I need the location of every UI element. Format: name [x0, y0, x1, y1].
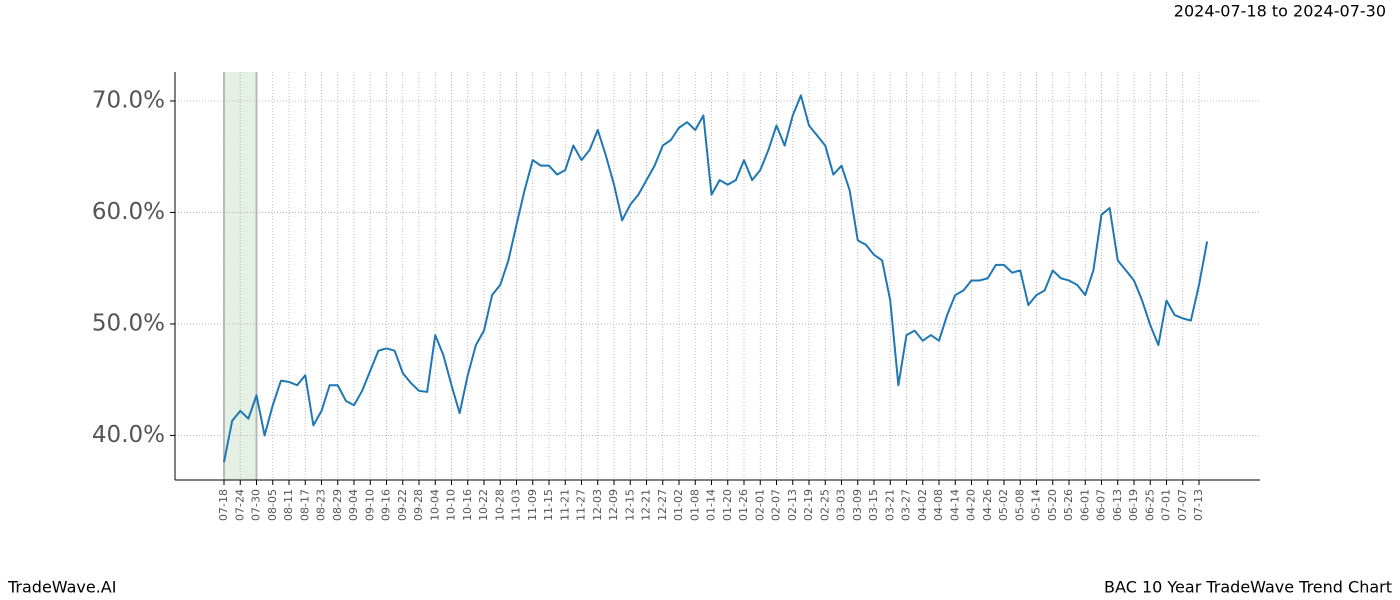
x-tick-label: 11-09	[526, 489, 539, 521]
x-tick-label: 05-02	[997, 489, 1010, 521]
x-tick-label: 10-28	[493, 489, 506, 521]
y-tick-label: 40.0%	[92, 422, 165, 448]
x-tick-label: 11-27	[575, 489, 588, 521]
x-tick-label: 06-13	[1111, 489, 1124, 521]
x-tick-label: 09-16	[380, 489, 393, 521]
x-tick-label: 01-20	[721, 489, 734, 521]
x-tick-label: 12-15	[623, 489, 636, 521]
footer-left: TradeWave.AI	[7, 578, 116, 597]
x-tick-label: 01-26	[737, 489, 750, 521]
x-tick-label: 03-21	[883, 489, 896, 521]
x-tick-label: 07-01	[1160, 489, 1173, 521]
x-tick-label: 11-15	[542, 489, 555, 521]
footer-right: BAC 10 Year TradeWave Trend Chart	[1104, 578, 1392, 597]
x-tick-label: 07-24	[233, 489, 246, 521]
x-tick-label: 04-20	[965, 489, 978, 521]
x-tick-label: 07-30	[250, 489, 263, 521]
x-tick-label: 12-09	[607, 489, 620, 521]
x-tick-label: 10-10	[445, 489, 458, 521]
x-tick-label: 04-26	[981, 489, 994, 521]
x-tick-label: 06-19	[1127, 489, 1140, 521]
x-tick-label: 02-01	[753, 489, 766, 521]
x-tick-label: 02-25	[818, 489, 831, 521]
x-tick-label: 12-21	[640, 489, 653, 521]
x-tick-label: 08-23	[315, 489, 328, 521]
x-tick-label: 12-03	[591, 489, 604, 521]
x-tick-label: 07-18	[217, 489, 230, 521]
x-tick-label: 07-07	[1176, 489, 1189, 521]
x-tick-label: 08-05	[266, 489, 279, 521]
x-tick-label: 04-02	[916, 489, 929, 521]
x-tick-label: 01-08	[688, 489, 701, 521]
x-tick-label: 09-04	[347, 489, 360, 521]
x-tick-label: 09-10	[363, 489, 376, 521]
x-tick-label: 10-22	[477, 489, 490, 521]
x-tick-label: 07-13	[1192, 489, 1205, 521]
x-tick-label: 03-03	[835, 489, 848, 521]
x-tick-label: 11-03	[510, 489, 523, 521]
x-tick-label: 03-27	[900, 489, 913, 521]
x-tick-label: 05-08	[1013, 489, 1026, 521]
y-tick-label: 60.0%	[92, 199, 165, 225]
trend-line	[223, 94, 1209, 463]
x-tick-label: 01-14	[705, 489, 718, 521]
x-tick-label: 04-14	[948, 489, 961, 521]
x-tick-label: 02-07	[770, 489, 783, 521]
y-tick-label: 70.0%	[92, 87, 165, 113]
x-tick-label: 05-26	[1062, 489, 1075, 521]
x-tick-label: 09-22	[396, 489, 409, 521]
x-tick-label: 05-14	[1030, 489, 1043, 521]
x-tick-label: 04-08	[932, 489, 945, 521]
x-tick-label: 11-21	[558, 489, 571, 521]
x-tick-label: 12-27	[656, 489, 669, 521]
x-tick-label: 10-04	[428, 489, 441, 521]
x-tick-label: 03-15	[867, 489, 880, 521]
x-tick-label: 06-01	[1078, 489, 1091, 521]
x-tick-label: 01-02	[672, 489, 685, 521]
x-tick-label: 03-09	[851, 489, 864, 521]
x-tick-label: 08-17	[298, 489, 311, 521]
x-tick-label: 08-11	[282, 489, 295, 521]
chart-subtitle: 2024-07-18 to 2024-07-30	[1174, 2, 1386, 21]
x-tick-label: 05-20	[1046, 489, 1059, 521]
x-tick-label: 06-07	[1095, 489, 1108, 521]
x-tick-label: 02-19	[802, 489, 815, 521]
x-tick-label: 02-13	[786, 489, 799, 521]
y-tick-label: 50.0%	[92, 310, 165, 336]
x-tick-label: 06-25	[1143, 489, 1156, 521]
x-tick-label: 09-28	[412, 489, 425, 521]
x-tick-label: 08-29	[331, 489, 344, 521]
x-tick-label: 10-16	[461, 489, 474, 521]
